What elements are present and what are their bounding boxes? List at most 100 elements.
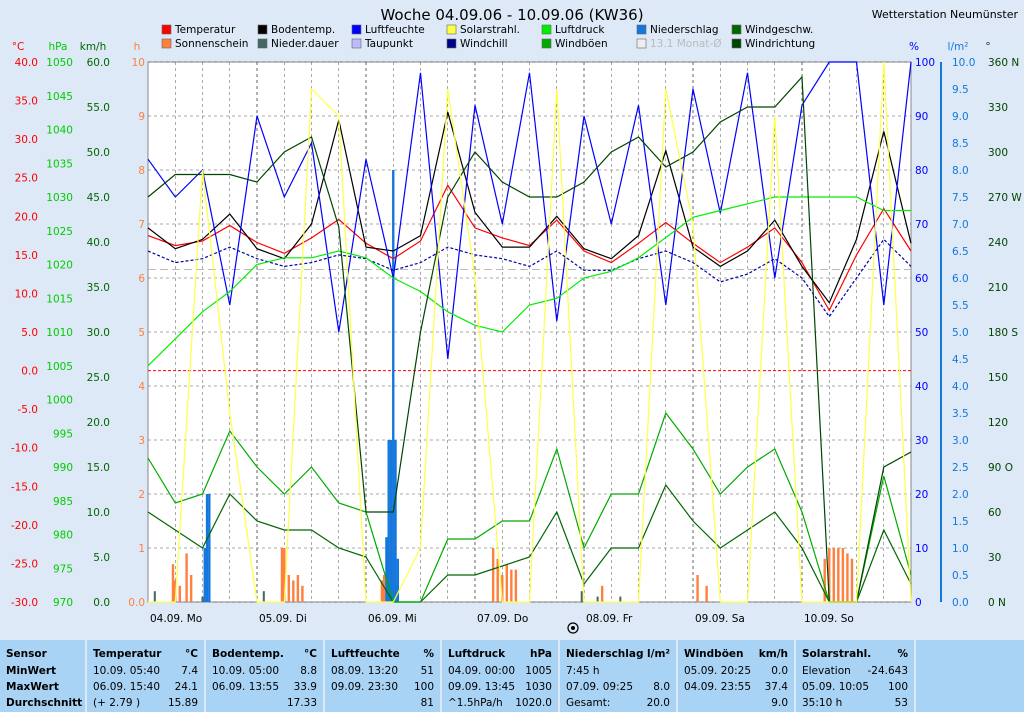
- axis-unit-label: °C: [12, 41, 25, 53]
- axis-tick-label: 2.0: [952, 489, 969, 501]
- stats-time: 06.09. 13:55: [212, 681, 279, 693]
- axis-tick-label: 1015: [46, 293, 73, 305]
- sunshine-bar: [696, 575, 699, 602]
- stats-time: (+ 2.79 ): [93, 697, 141, 709]
- stats-header: Luftfeuchte: [331, 648, 400, 660]
- axis-tick-label: 1035: [46, 158, 73, 170]
- x-tick-label: 07.09. Do: [477, 613, 528, 625]
- rain-duration-bar: [596, 596, 599, 602]
- legend-swatch: [731, 38, 742, 49]
- legend-label: Windchill: [460, 38, 508, 50]
- stats-time: 05.09. 20:25: [684, 665, 751, 677]
- legend-label: Bodentemp.: [271, 24, 335, 36]
- stats-panel-niederschlag: Niederschlag l/m² 7:45 h 07.09. 09:25 8.0 Ges…: [560, 640, 678, 712]
- axis-tick-label: 6: [138, 273, 145, 285]
- legend-label: Taupunkt: [364, 38, 413, 50]
- axis-tick-label: 6.5: [952, 246, 969, 258]
- stats-unit: l/m²: [647, 648, 670, 660]
- legend-label: Temperatur: [174, 24, 236, 36]
- stats-value: 1020.0: [515, 697, 552, 709]
- axis-tick-label: 5.5: [952, 300, 969, 312]
- axis-tick-label: 300: [988, 147, 1008, 159]
- series-line-windrichtung: [147, 75, 912, 603]
- sunshine-bar: [514, 569, 518, 602]
- legend-label: Windrichtung: [745, 38, 815, 50]
- scroll-handle-icon[interactable]: [567, 622, 579, 634]
- axis-tick-label: 990: [53, 462, 73, 474]
- axis-tick-label: 10.0: [952, 57, 975, 69]
- legend-swatch: [446, 24, 457, 35]
- stats-label-min: MinWert: [6, 665, 57, 677]
- stats-header: Luftdruck: [448, 648, 506, 660]
- sunshine-bar: [496, 558, 499, 602]
- statistics-table: Sensor MinWert MaxWert Durchschnitt Temp…: [0, 640, 1024, 712]
- axis-tick-label: 0.0: [128, 597, 145, 609]
- sunshine-bar: [382, 575, 386, 602]
- axis-tick-label: 995: [53, 428, 73, 440]
- axis-tick-label: 180 S: [988, 327, 1018, 339]
- axis-unit-label: km/h: [80, 41, 107, 53]
- legend-swatch: [446, 38, 457, 49]
- axis-tick-label: 35.0: [87, 282, 110, 294]
- series-lines: [147, 61, 912, 603]
- stats-value: 8.0: [653, 681, 670, 693]
- rain-bar: [387, 440, 390, 602]
- axis-tick-label: -15.0: [11, 481, 38, 493]
- rain-bar: [394, 440, 397, 602]
- stats-value: 100: [413, 681, 434, 693]
- axis-tick-label: 20.0: [87, 417, 110, 429]
- stats-time: 7:45 h: [566, 665, 600, 677]
- sunshine-bar: [380, 580, 384, 602]
- axis-tick-label: -20.0: [11, 520, 38, 532]
- stats-header: Temperatur: [93, 648, 162, 660]
- sunshine-bar: [832, 548, 835, 602]
- rain-bar: [392, 170, 395, 602]
- axis-unit-label: %: [909, 41, 919, 53]
- stats-value: 100: [887, 681, 908, 693]
- legend-label: Windgeschw.: [745, 24, 813, 36]
- stats-value: 20.0: [646, 697, 670, 709]
- axis-tick-label: 5.0: [21, 327, 38, 339]
- sunshine-bar: [292, 580, 295, 602]
- stats-value: 15.89: [167, 697, 198, 709]
- axis-tick-label: 120: [988, 417, 1008, 429]
- axis-tick-label: -30.0: [11, 597, 38, 609]
- axis-tick-label: 5: [138, 327, 145, 339]
- axis-tick-label: 980: [53, 530, 73, 542]
- stats-unit: hPa: [530, 648, 552, 660]
- axis-tick-label: 10: [132, 57, 145, 69]
- rain-duration-bar: [262, 591, 265, 602]
- axis-tick-label: 3.0: [952, 435, 969, 447]
- stats-unit: km/h: [758, 648, 788, 660]
- axis-tick-label: 3: [138, 435, 145, 447]
- axis-tick-label: 975: [53, 563, 73, 575]
- stats-panel-temperatur: Temperatur °C 10.09. 05:40 7.4 06.09. 15:40 2…: [87, 640, 206, 712]
- series-line-luftdruck: [147, 196, 911, 367]
- axis-tick-label: 1005: [46, 361, 73, 373]
- axis-tick-label: 60.0: [87, 57, 110, 69]
- axis-tick-label: 1045: [46, 91, 73, 103]
- axis-tick-label: 1.5: [952, 516, 969, 528]
- stats-header: Solarstrahl.: [802, 648, 872, 660]
- axis-tick-label: 7.5: [952, 192, 969, 204]
- sunshine-bar: [846, 553, 849, 602]
- series-line-windgeschw: [147, 483, 912, 603]
- axis-tick-label: 1025: [46, 226, 73, 238]
- axis-tick-label: 50.0: [87, 147, 110, 159]
- stats-value: 51: [420, 665, 434, 677]
- axis-tick-label: -10.0: [11, 443, 38, 455]
- axis-tick-label: 970: [53, 597, 73, 609]
- axis-tick-label: 360 N: [988, 57, 1019, 69]
- axis-unit-label: hPa: [49, 41, 68, 53]
- stats-time: 07.09. 09:25: [566, 681, 633, 693]
- stats-time: 09.09. 23:30: [331, 681, 398, 693]
- axis-tick-label: 2: [138, 489, 145, 501]
- axis-tick-label: 25.0: [87, 372, 110, 384]
- axis-tick-label: 0.0: [952, 597, 969, 609]
- legend-label: Niederschlag: [650, 24, 719, 36]
- stats-value: 53: [894, 697, 908, 709]
- legend-swatch: [731, 24, 742, 35]
- legend-swatch: [636, 24, 647, 35]
- legend-label: Nieder.dauer: [271, 38, 339, 50]
- axis-tick-label: 1: [138, 543, 145, 555]
